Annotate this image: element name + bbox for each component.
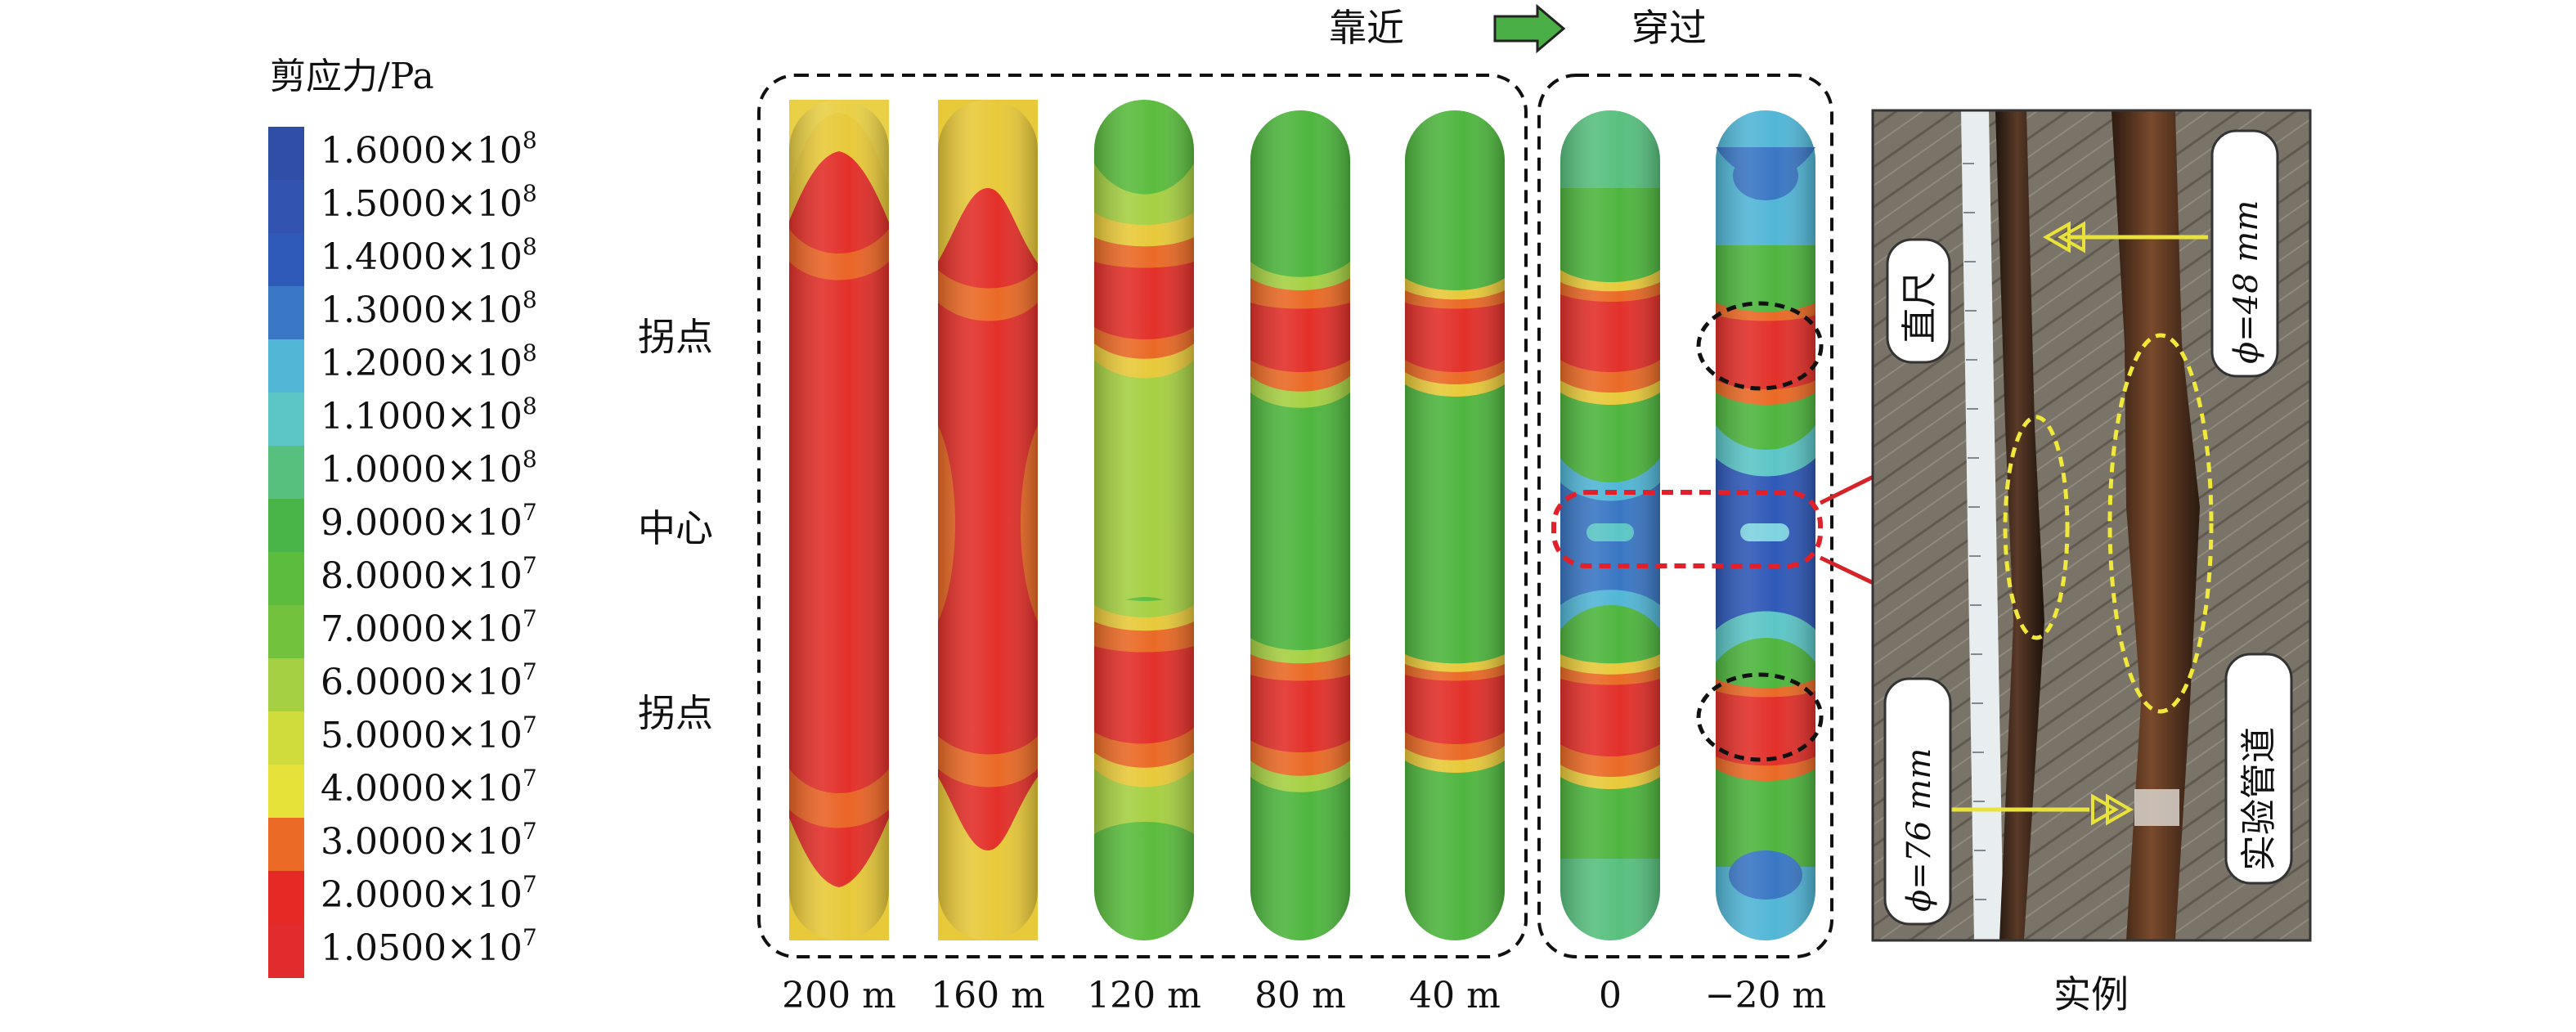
pipe-contour-120m xyxy=(1094,100,1194,940)
legend-swatch xyxy=(268,552,304,606)
legend-swatch xyxy=(268,393,304,446)
legend-swatch xyxy=(268,765,304,819)
lower-inflection-highlight xyxy=(1696,672,1824,762)
arrow-right-small-icon xyxy=(2091,793,2134,826)
pipe-small-label-box xyxy=(2210,129,2279,378)
approach-group-box xyxy=(757,74,1528,958)
pipe-contour-minus20m xyxy=(1716,110,1815,940)
legend-value-label: 7.0000×107 xyxy=(321,605,537,650)
pipe-contour-80m xyxy=(1250,110,1350,940)
header-approach: 靠近 xyxy=(1329,6,1404,50)
row-label-lower-inflection: 拐点 xyxy=(638,691,713,735)
pipe-contour-160m xyxy=(938,100,1038,940)
legend-swatch xyxy=(268,711,304,765)
legend-swatch xyxy=(268,924,304,978)
arrow-left-icon xyxy=(2042,221,2085,254)
small-pipe-deformation-highlight xyxy=(2003,415,2070,640)
legend-swatch xyxy=(268,339,304,393)
legend-swatch xyxy=(268,127,304,181)
arrow-right-icon xyxy=(1493,3,1566,54)
legend-value-label: 1.0500×107 xyxy=(321,924,537,969)
row-label-center: 中心 xyxy=(638,506,713,550)
legend-swatch xyxy=(268,605,304,659)
distance-label: 160 m xyxy=(931,975,1045,1016)
legend-value-label: 4.0000×107 xyxy=(321,765,537,810)
pipe-contour-0m xyxy=(1560,110,1660,940)
legend-value-label: 3.0000×107 xyxy=(321,818,537,863)
distance-label: 200 m xyxy=(782,975,896,1016)
legend: 剪应力/Pa 1.6000×108 1.5000×108 1.4000×108 1.3… xyxy=(268,56,537,978)
pipe-contour-200m xyxy=(789,100,889,940)
legend-value-label: 2.0000×107 xyxy=(321,871,537,916)
pipe-small-label: ϕ=48 mm xyxy=(2228,200,2265,364)
legend-swatch xyxy=(268,499,304,553)
legend-swatch xyxy=(268,818,304,872)
header-cross: 穿过 xyxy=(1631,6,1707,50)
test-pipe-label-box xyxy=(2224,653,2293,885)
pipe-large-label-box xyxy=(1883,677,1952,926)
legend-value-label: 1.1000×108 xyxy=(321,393,537,437)
distance-label: 40 m xyxy=(1409,975,1501,1016)
pipe-large-label: ϕ=76 mm xyxy=(1901,748,1938,912)
cross-group-box xyxy=(1537,74,1833,958)
legend-value-label: 1.4000×108 xyxy=(321,233,537,278)
legend-swatch xyxy=(268,871,304,925)
legend-value-label: 1.2000×108 xyxy=(321,339,537,384)
test-pipe-label: 实验管道 xyxy=(2238,727,2280,871)
distance-label: 0 xyxy=(1599,975,1622,1016)
legend-value-label: 6.0000×107 xyxy=(321,658,537,703)
legend-value-label: 1.0000×108 xyxy=(321,446,537,491)
legend-swatch xyxy=(268,286,304,340)
distance-label: 80 m xyxy=(1254,975,1346,1016)
legend-value-label: 1.3000×108 xyxy=(321,286,537,331)
legend-swatch xyxy=(268,233,304,287)
pipe-contour-40m xyxy=(1405,110,1505,940)
legend-colorbar xyxy=(268,127,304,978)
legend-swatch xyxy=(268,446,304,500)
ruler-label: 直尺 xyxy=(1899,271,1941,343)
example-label: 实例 xyxy=(2053,972,2129,1016)
legend-value-label: 8.0000×107 xyxy=(321,552,537,597)
row-label-upper-inflection: 拐点 xyxy=(638,315,713,359)
legend-value-label: 1.6000×108 xyxy=(321,127,537,172)
large-pipe-deformation-highlight xyxy=(2107,333,2214,714)
legend-value-label: 5.0000×107 xyxy=(321,711,537,756)
legend-swatch xyxy=(268,658,304,712)
legend-labels: 1.6000×108 1.5000×108 1.4000×108 1.3000×108… xyxy=(321,127,537,969)
legend-value-label: 9.0000×107 xyxy=(321,499,537,544)
center-highlight xyxy=(1551,490,1823,568)
distance-labels: 200 m 160 m 120 m 80 m 40 m 0 −20 m xyxy=(782,975,1826,1016)
legend-swatch xyxy=(268,180,304,234)
legend-value-label: 1.5000×108 xyxy=(321,180,537,225)
distance-label: 120 m xyxy=(1087,975,1201,1016)
distance-label: −20 m xyxy=(1705,975,1827,1016)
legend-title: 剪应力/Pa xyxy=(270,56,434,97)
ruler-label-box xyxy=(1886,238,1951,364)
upper-inflection-highlight xyxy=(1696,301,1824,391)
example-photo: 直尺 ϕ=48 mm ϕ=76 mm 实验管道 xyxy=(1871,109,2312,942)
